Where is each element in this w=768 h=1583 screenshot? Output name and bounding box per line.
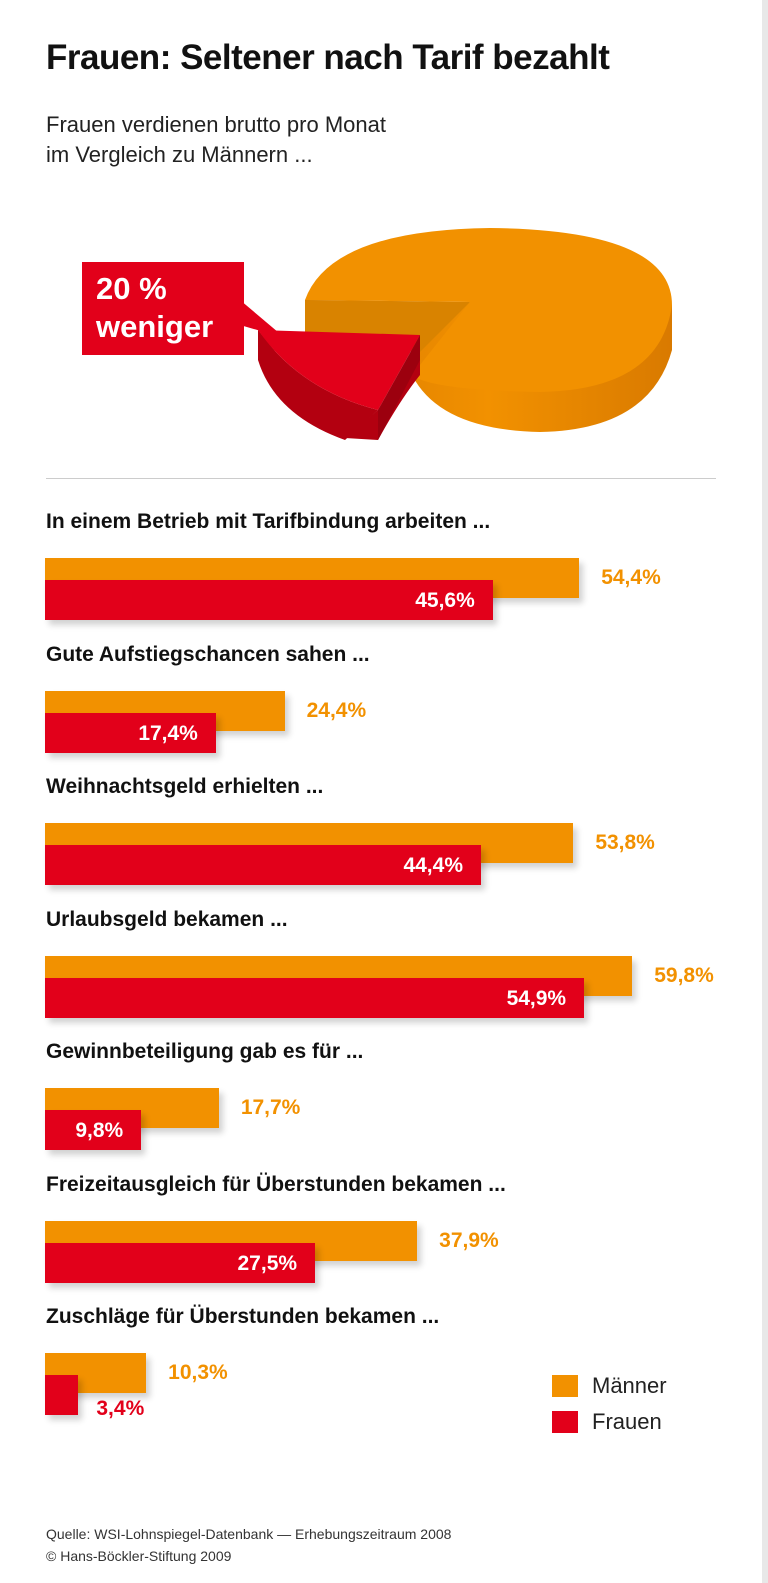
bar-frauen	[45, 580, 493, 620]
callout-text: weniger	[96, 309, 214, 344]
category-label: In einem Betrieb mit Tarifbindung arbeit…	[46, 510, 491, 533]
pie-chart	[240, 228, 672, 440]
value-label-frauen: 54,9%	[506, 986, 567, 1010]
value-label-maenner: 10,3%	[168, 1361, 228, 1384]
value-label-frauen: 3,4%	[96, 1397, 145, 1420]
copyright-line: © Hans-Böckler-Stiftung 2009	[46, 1548, 232, 1564]
value-label-frauen: 44,4%	[403, 854, 463, 877]
callout-box: 20 % weniger	[82, 262, 244, 355]
subtitle-line: im Vergleich zu Männern ...	[46, 142, 313, 167]
value-label-maenner: 59,8%	[654, 963, 714, 987]
bar-frauen	[45, 977, 585, 1018]
legend: Männer Frauen	[552, 1368, 667, 1440]
legend-swatch	[552, 1411, 578, 1433]
source-line: Quelle: WSI-Lohnspiegel-Datenbank — Erhe…	[46, 1526, 452, 1542]
legend-label: Frauen	[592, 1409, 662, 1434]
legend-item-maenner: Männer	[552, 1368, 667, 1404]
value-label-frauen: 9,8%	[75, 1119, 124, 1142]
legend-item-frauen: Frauen	[552, 1404, 667, 1440]
value-label-maenner: 53,8%	[595, 831, 655, 854]
category-label: Freizeitausgleich für Überstunden bekame…	[46, 1172, 506, 1196]
pie-slice-frauen	[258, 330, 420, 410]
value-label-frauen: 45,6%	[415, 589, 475, 612]
value-label-maenner: 54,4%	[601, 566, 661, 589]
subtitle-line: Frauen verdienen brutto pro Monat	[46, 112, 386, 137]
value-label-frauen: 17,4%	[138, 721, 198, 745]
divider	[46, 478, 716, 479]
value-label-frauen: 27,5%	[237, 1251, 298, 1275]
value-label-maenner: 37,9%	[439, 1228, 499, 1252]
bar-frauen	[45, 1242, 316, 1283]
callout-pointer	[240, 300, 285, 338]
chart-title: Frauen: Seltener nach Tarif bezahlt	[46, 38, 610, 77]
pie-slice-maenner	[305, 228, 672, 392]
value-label-maenner: 24,4%	[306, 698, 367, 722]
callout-value: 20 %	[96, 271, 167, 306]
category-label: Urlaubsgeld bekamen ...	[46, 907, 288, 931]
category-label: Gute Aufstiegschancen sahen ...	[46, 642, 370, 666]
category-label: Zuschläge für Überstunden bekamen ...	[46, 1305, 440, 1328]
bar-frauen	[45, 1110, 142, 1150]
category-label: Gewinnbeteiligung gab es für ...	[46, 1040, 364, 1063]
category-label: Weihnachtsgeld erhielten ...	[46, 775, 324, 798]
subtitle: Frauen verdienen brutto pro Monat im Ver…	[46, 110, 546, 170]
legend-label: Männer	[592, 1373, 667, 1398]
bar-frauen	[45, 1375, 79, 1415]
bar-frauen	[45, 712, 216, 753]
legend-swatch	[552, 1375, 578, 1397]
value-label-maenner: 17,7%	[240, 1096, 301, 1119]
bar-frauen	[45, 845, 481, 885]
source-note: Quelle: WSI-Lohnspiegel-Datenbank — Erhe…	[46, 1523, 451, 1567]
